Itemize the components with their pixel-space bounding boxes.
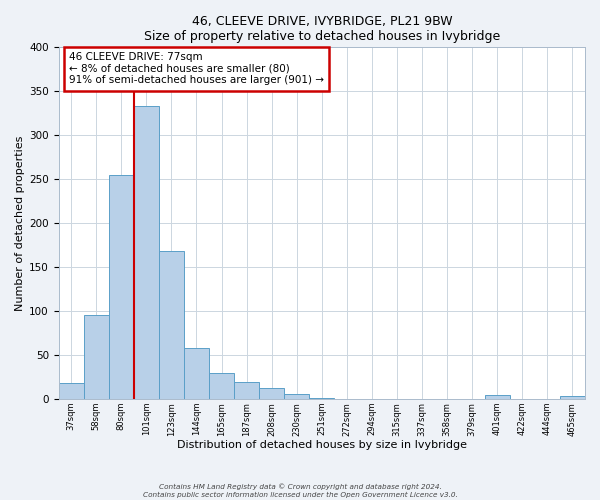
Bar xyxy=(234,382,259,399)
Bar xyxy=(485,394,510,399)
Bar xyxy=(84,314,109,399)
Bar xyxy=(134,106,159,399)
Text: 46 CLEEVE DRIVE: 77sqm
← 8% of detached houses are smaller (80)
91% of semi-deta: 46 CLEEVE DRIVE: 77sqm ← 8% of detached … xyxy=(69,52,324,86)
Bar xyxy=(109,174,134,399)
Bar xyxy=(259,388,284,399)
Bar xyxy=(560,396,585,399)
Title: 46, CLEEVE DRIVE, IVYBRIDGE, PL21 9BW
Size of property relative to detached hous: 46, CLEEVE DRIVE, IVYBRIDGE, PL21 9BW Si… xyxy=(143,15,500,43)
Bar xyxy=(159,251,184,399)
Bar xyxy=(59,383,84,399)
X-axis label: Distribution of detached houses by size in Ivybridge: Distribution of detached houses by size … xyxy=(177,440,467,450)
Bar xyxy=(209,372,234,399)
Bar xyxy=(309,398,334,399)
Bar xyxy=(184,348,209,399)
Y-axis label: Number of detached properties: Number of detached properties xyxy=(15,136,25,310)
Text: Contains HM Land Registry data © Crown copyright and database right 2024.
Contai: Contains HM Land Registry data © Crown c… xyxy=(143,484,457,498)
Bar xyxy=(284,394,309,399)
